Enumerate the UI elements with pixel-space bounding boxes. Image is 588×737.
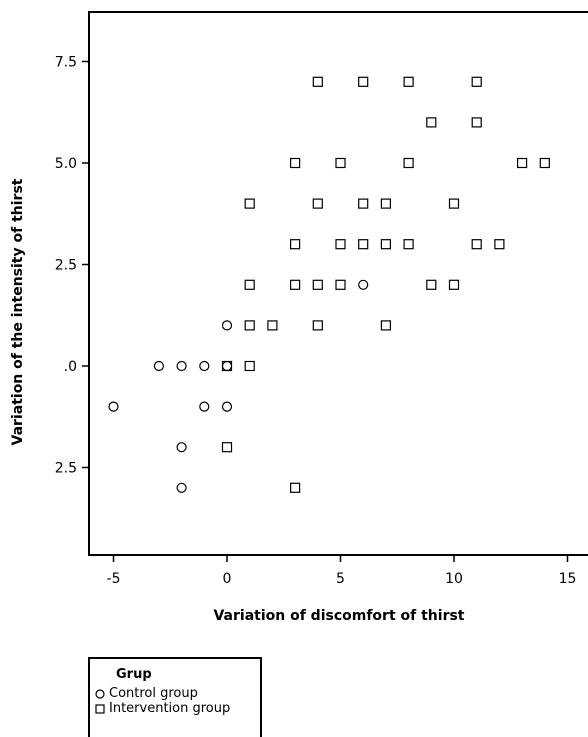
control-point [221,320,233,331]
y-tick-label: 7.5 [55,55,77,71]
legend-label-intervention: Intervention group [109,701,231,716]
legend-item-intervention: Intervention group [94,701,260,716]
intervention-point [290,157,301,169]
intervention-point [335,239,346,250]
plot-frame [88,11,588,556]
intervention-point [380,320,391,331]
intervention-point [380,239,391,250]
intervention-point [244,198,255,209]
intervention-point [312,198,323,209]
intervention-point [471,117,482,128]
intervention-point [380,198,391,209]
intervention-point [267,320,278,331]
intervention-point [403,239,414,250]
control-point [358,279,369,290]
x-axis-title: Variation of discomfort of thirst [213,608,464,624]
intervention-point [426,117,437,128]
intervention-point [403,157,414,169]
x-tick-label: 0 [223,571,232,587]
control-point [108,401,119,412]
intervention-point [312,76,323,87]
intervention-point [244,279,255,290]
legend-title: Grup [116,667,152,682]
data-points [108,76,550,493]
intervention-point [244,360,255,372]
intervention-point [471,76,482,87]
control-point [176,482,187,493]
circle-marker-icon [94,688,106,700]
intervention-point [290,279,301,290]
legend-item-control: Control group [94,686,260,701]
control-point [176,442,187,453]
intervention-point [335,157,346,169]
scatter-plot: 2.5 .0 2.5 5.0 7.5 -5 0 5 10 15 Variation of dis… [10,11,588,624]
legend-label-control: Control group [109,686,198,701]
y-axis-title: Variation of the intensity of thirst [10,178,26,445]
square-marker-icon [94,703,106,715]
intervention-point [448,279,460,290]
intervention-point [403,76,414,87]
x-tick-label: 10 [445,571,463,587]
intervention-point [221,360,233,372]
intervention-point [539,157,550,169]
control-point [199,401,210,412]
y-tick-label: .0 [64,359,77,375]
intervention-point [335,279,346,290]
intervention-point [358,76,369,87]
y-tick-label: 2.5 [55,461,77,477]
y-axis-ticks: 2.5 .0 2.5 5.0 7.5 [55,55,89,477]
intervention-point [516,157,528,169]
intervention-point [358,198,369,209]
intervention-point [290,239,301,250]
intervention-point [426,279,437,290]
x-axis-ticks: -5 0 5 10 15 [107,555,577,587]
intervention-point [471,239,482,250]
intervention-point [312,320,323,331]
control-point [153,360,164,372]
intervention-point [494,239,505,250]
intervention-point [244,320,255,331]
intervention-point [312,279,323,290]
intervention-point [221,442,233,453]
legend: Grup Control group Intervention group [88,657,262,737]
control-point [221,401,233,412]
control-point [221,360,233,372]
intervention-point [358,239,369,250]
x-tick-label: 5 [336,571,345,587]
intervention-point [448,198,460,209]
x-tick-label: -5 [107,571,121,587]
y-tick-label: 5.0 [55,156,77,172]
y-tick-label: 2.5 [55,258,77,274]
intervention-point [290,482,301,493]
x-tick-label: 15 [559,571,577,587]
control-point [176,360,187,372]
control-point [199,360,210,372]
